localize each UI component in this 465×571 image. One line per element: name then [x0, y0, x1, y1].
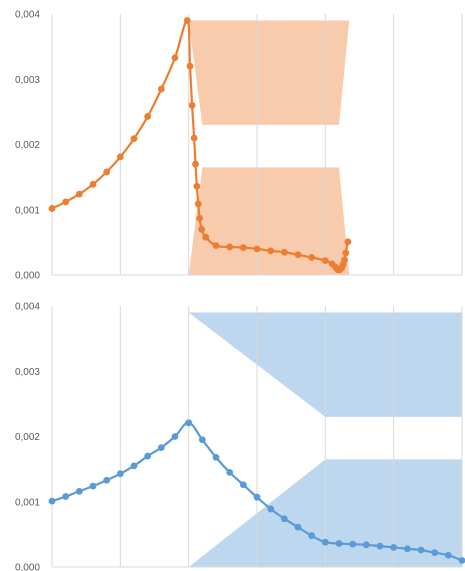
data-point [376, 542, 384, 550]
data-point [390, 544, 398, 551]
data-point [267, 247, 275, 255]
data-point [444, 551, 452, 559]
data-point [342, 249, 350, 257]
data-point [280, 248, 288, 256]
data-point [171, 433, 179, 440]
data-point [75, 190, 83, 198]
data-point [212, 242, 220, 250]
data-point [239, 244, 247, 251]
data-point [48, 205, 56, 212]
data-point [362, 541, 370, 549]
data-point [431, 549, 439, 557]
chart-panel-2: 0,000 0,001 0,002 0,003 0,004 [15, 302, 465, 571]
y-tick-label: 0,000 [15, 271, 40, 282]
data-point [294, 523, 302, 531]
data-point [193, 182, 201, 190]
data-point [196, 214, 204, 222]
data-point [192, 160, 199, 168]
y-tick-label: 0,002 [15, 140, 40, 151]
data-point [157, 85, 165, 93]
shaded-region [188, 20, 350, 125]
data-point [344, 238, 352, 246]
data-point [75, 487, 83, 495]
data-point [458, 557, 465, 564]
data-point [130, 462, 138, 470]
data-point [308, 253, 316, 261]
data-point [185, 419, 193, 427]
data-point [202, 233, 210, 241]
data-point [62, 198, 70, 206]
data-point [226, 243, 234, 251]
data-point [253, 493, 261, 501]
data-point [62, 493, 70, 500]
data-point [335, 540, 343, 547]
data-point [186, 62, 194, 70]
y-tick-label: 0,004 [15, 302, 40, 313]
data-point [116, 153, 124, 161]
chart-panel-1: 0,000 0,001 0,002 0,003 0,004 [15, 10, 463, 282]
y-tick-label: 0,003 [15, 75, 40, 86]
y-tick-label: 0,004 [15, 10, 40, 21]
data-point [157, 444, 165, 451]
y-tick-label: 0,002 [15, 432, 40, 443]
data-point [116, 470, 124, 478]
data-point [190, 134, 198, 142]
data-point [321, 538, 329, 546]
y-tick-label: 0,003 [15, 367, 40, 378]
data-point [308, 532, 316, 540]
data-point [198, 436, 206, 444]
data-point [188, 101, 196, 109]
data-point [403, 545, 411, 553]
data-point [198, 225, 206, 233]
y-tick-label: 0,001 [15, 497, 40, 508]
data-point [349, 540, 357, 548]
data-point [294, 251, 302, 259]
data-point [212, 453, 220, 461]
data-point [183, 17, 191, 24]
data-point [171, 54, 179, 62]
data-point [144, 113, 152, 120]
data-point [103, 168, 111, 176]
data-point [239, 481, 247, 489]
data-point [194, 200, 202, 208]
data-point [280, 515, 288, 523]
y-tick-label: 0,000 [15, 563, 40, 571]
data-point [341, 256, 348, 264]
data-point [253, 245, 261, 253]
data-point [48, 497, 56, 505]
y-tick-label: 0,001 [15, 205, 40, 216]
data-point [144, 452, 152, 460]
data-point [89, 180, 97, 188]
data-point [89, 482, 97, 490]
data-point [267, 505, 275, 513]
data-point [130, 135, 138, 143]
data-point [417, 546, 425, 554]
data-point [103, 476, 111, 484]
data-point [321, 257, 329, 265]
data-point [226, 468, 234, 476]
